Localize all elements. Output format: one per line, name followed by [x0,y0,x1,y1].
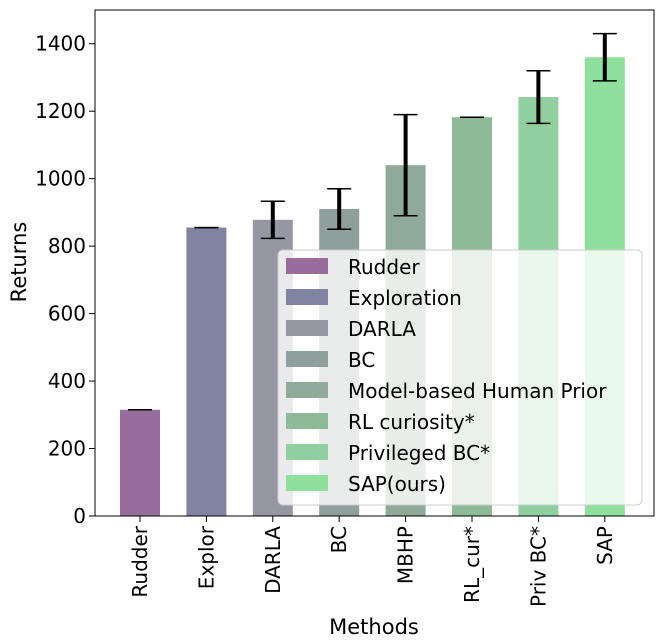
x-axis: Rudder Explor DARLA BC MBHP RL_cur* Priv BC* SA… [128,516,617,607]
legend-label-4: Model-based Human Prior [348,379,607,403]
legend-label-6: Privileged BC* [348,441,490,465]
legend-swatch-7 [286,475,328,491]
x-tick-label-MBHP: MBHP [394,526,418,584]
legend-label-0: Rudder [348,255,420,279]
legend-swatch-6 [286,444,328,460]
legend-label-5: RL curiosity* [348,410,475,434]
legend: Rudder Exploration DARLA BC Model-based Huma… [277,249,643,506]
legend-swatch-2 [286,320,328,336]
y-tick-label-1200: 1200 [35,99,86,123]
legend-swatch-1 [286,289,328,305]
y-tick-label-600: 600 [48,302,86,326]
error-bars-layer [128,32,617,411]
y-axis-label: Returns [7,222,31,303]
legend-label-3: BC [348,348,375,372]
x-tick-label-SAP: SAP [593,526,617,565]
x-tick-label-Priv BC*: Priv BC* [526,526,550,607]
y-tick-label-400: 400 [48,369,86,393]
y-axis: 0 200 400 600 800 1000 1200 1400 [35,32,95,528]
y-tick-label-0: 0 [73,504,86,528]
legend-label-1: Exploration [348,286,462,310]
y-tick-label-800: 800 [48,234,86,258]
bar-Explor [186,227,227,516]
x-tick-label-DARLA: DARLA [261,526,285,594]
legend-swatch-5 [286,413,328,429]
legend-label-2: DARLA [348,317,416,341]
legend-swatch-0 [286,258,328,274]
legend-box [277,249,643,506]
legend-label-7: SAP(ours) [348,472,446,496]
y-tick-label-1000: 1000 [35,167,86,191]
legend-swatch-4 [286,382,328,398]
x-tick-label-Explor: Explor [194,525,218,589]
legend-swatch-3 [286,351,328,367]
plot-frame [94,9,655,517]
x-tick-label-BC: BC [327,526,351,553]
x-tick-label-RL_cur*: RL_cur* [460,526,484,603]
x-tick-label-Rudder: Rudder [128,525,152,597]
y-tick-label-1400: 1400 [35,32,86,56]
bar-Rudder [120,409,160,516]
x-axis-label: Methods [329,615,419,639]
y-tick-label-200: 200 [48,437,86,461]
